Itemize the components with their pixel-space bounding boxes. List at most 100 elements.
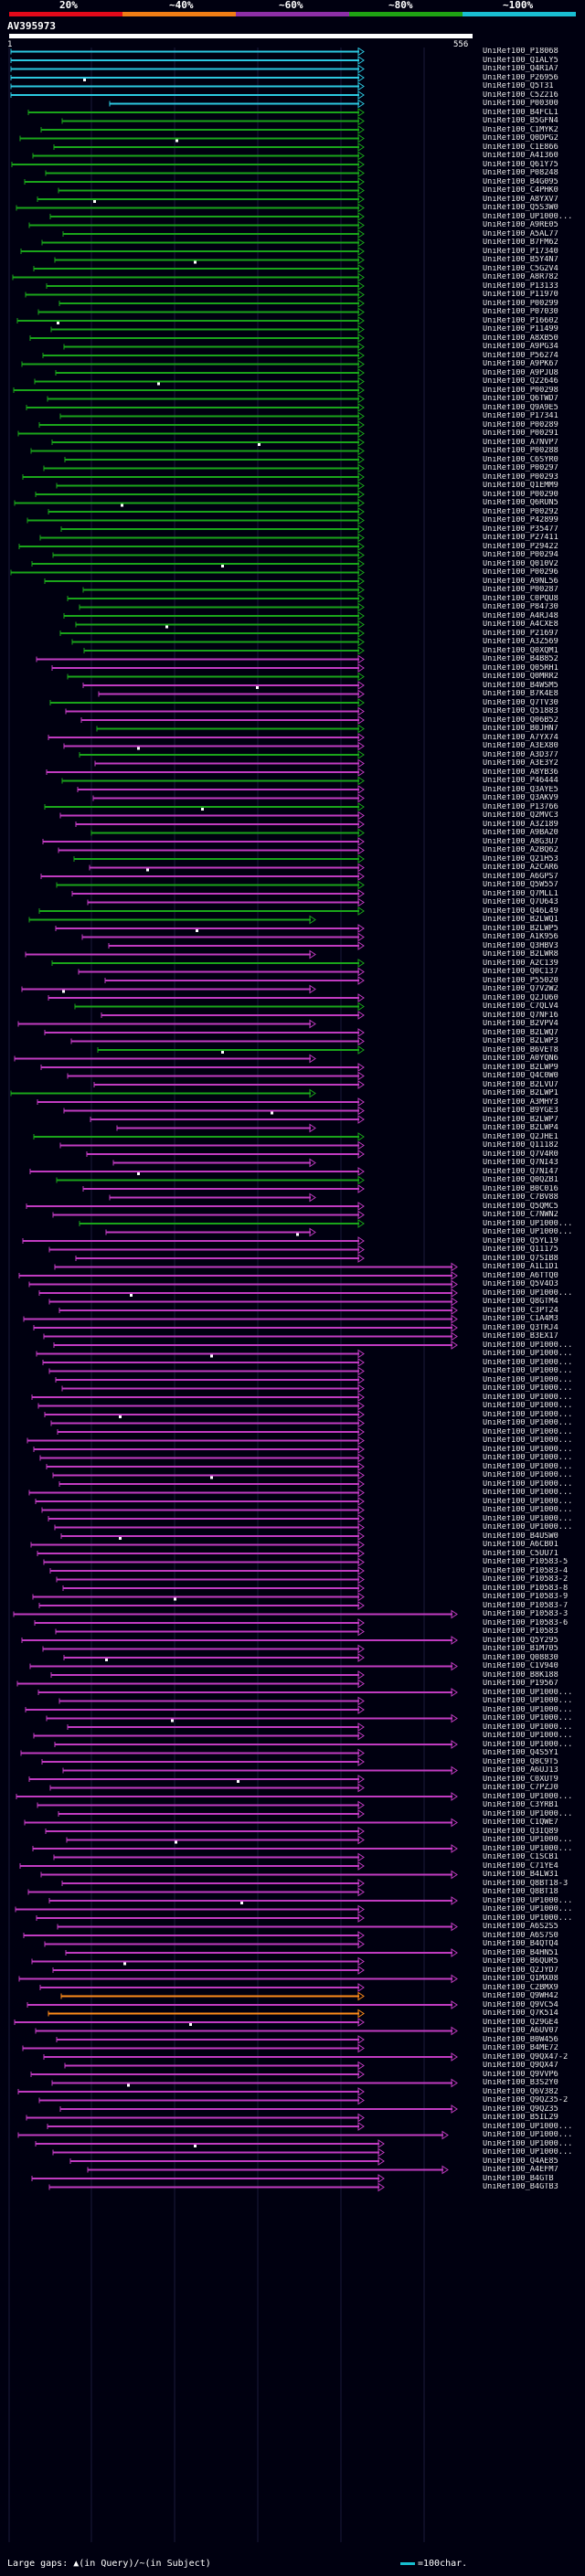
hit-label[interactable]: UniRef100_A4I360 bbox=[483, 152, 558, 160]
hit-label[interactable]: UniRef100_A4CXE8 bbox=[483, 620, 558, 629]
hit-label[interactable]: UniRef100_P11970 bbox=[483, 291, 558, 299]
hit-label[interactable]: UniRef100_Q3TRJ4 bbox=[483, 1323, 558, 1332]
hit-label[interactable]: UniRef100_Q1MX08 bbox=[483, 1975, 558, 1983]
hit-label[interactable]: UniRef100_B3EX17 bbox=[483, 1332, 558, 1341]
hit-label[interactable]: UniRef100_C6SYR0 bbox=[483, 455, 558, 464]
hit-label[interactable]: UniRef100_A4EFM7 bbox=[483, 2166, 558, 2174]
hit-label[interactable]: UniRef100_UP1000... bbox=[483, 2139, 573, 2148]
hit-label[interactable]: UniRef100_UP1000... bbox=[483, 1288, 573, 1298]
hit-label[interactable]: UniRef100_Q9WH42 bbox=[483, 1992, 558, 2000]
hit-label[interactable]: UniRef100_P10583-6 bbox=[483, 1618, 569, 1627]
hit-label[interactable]: UniRef100_P16602 bbox=[483, 316, 558, 325]
hit-label[interactable]: UniRef100_A6GPS7 bbox=[483, 872, 558, 881]
hit-label[interactable]: UniRef100_B2VPV4 bbox=[483, 1020, 558, 1028]
hit-label[interactable]: UniRef100_Q6V382 bbox=[483, 2087, 558, 2096]
hit-label[interactable]: UniRef100_P00297 bbox=[483, 464, 558, 472]
hit-label[interactable]: UniRef100_Q9QZ35 bbox=[483, 2104, 558, 2114]
hit-label[interactable]: UniRef100_B8K188 bbox=[483, 1670, 558, 1680]
hit-label[interactable]: UniRef100_Q7K514 bbox=[483, 2009, 558, 2018]
hit-label[interactable]: UniRef100_UP1000... bbox=[483, 1913, 573, 1923]
hit-label[interactable]: UniRef100_A1L1D1 bbox=[483, 1263, 558, 1271]
hit-label[interactable]: UniRef100_P07030 bbox=[483, 308, 558, 316]
hit-label[interactable]: UniRef100_C5Z216 bbox=[483, 90, 558, 100]
hit-label[interactable]: UniRef100_P00291 bbox=[483, 429, 558, 438]
hit-label[interactable]: UniRef100_UP1000... bbox=[483, 1219, 573, 1228]
hit-label[interactable]: UniRef100_UP1000... bbox=[483, 1479, 573, 1489]
hit-label[interactable]: UniRef100_B4FCL1 bbox=[483, 108, 558, 117]
hit-label[interactable]: UniRef100_Q06B52 bbox=[483, 716, 558, 725]
hit-label[interactable]: UniRef100_A3D377 bbox=[483, 750, 558, 759]
hit-label[interactable]: UniRef100_P21697 bbox=[483, 629, 558, 638]
hit-label[interactable]: UniRef100_P10583-7 bbox=[483, 1601, 569, 1610]
hit-label[interactable]: UniRef100_A9PK67 bbox=[483, 360, 558, 368]
hit-label[interactable]: UniRef100_P00298 bbox=[483, 386, 558, 395]
hit-label[interactable]: UniRef100_Q8C9T5 bbox=[483, 1757, 558, 1766]
hit-label[interactable]: UniRef100_A9NL56 bbox=[483, 577, 558, 586]
hit-label[interactable]: UniRef100_B7FM62 bbox=[483, 239, 558, 247]
hit-label[interactable]: UniRef100_Q2MVC3 bbox=[483, 811, 558, 820]
hit-label[interactable]: UniRef100_B6VET8 bbox=[483, 1045, 558, 1055]
hit-label[interactable]: UniRef100_C7BV88 bbox=[483, 1193, 558, 1202]
hit-label[interactable]: UniRef100_B7K4E8 bbox=[483, 690, 558, 698]
hit-label[interactable]: UniRef100_UP1000... bbox=[483, 1732, 573, 1740]
hit-label[interactable]: UniRef100_P10583 bbox=[483, 1627, 558, 1636]
hit-label[interactable]: UniRef100_Q3AKV9 bbox=[483, 794, 558, 802]
hit-label[interactable]: UniRef100_B2LVU7 bbox=[483, 1080, 558, 1089]
hit-label[interactable]: UniRef100_UP1000... bbox=[483, 1462, 573, 1471]
hit-label[interactable]: UniRef100_UP1000... bbox=[483, 1705, 573, 1714]
hit-label[interactable]: UniRef100_A3Z569 bbox=[483, 638, 558, 646]
hit-label[interactable]: UniRef100_UP1000... bbox=[483, 1419, 573, 1427]
hit-label[interactable]: UniRef100_A5AL77 bbox=[483, 229, 558, 239]
hit-label[interactable]: UniRef100_C4PHK0 bbox=[483, 186, 558, 195]
hit-label[interactable]: UniRef100_P00300 bbox=[483, 100, 558, 108]
hit-label[interactable]: UniRef100_P10583-8 bbox=[483, 1584, 569, 1593]
hit-label[interactable]: UniRef100_Q61Y75 bbox=[483, 160, 558, 169]
hit-label[interactable]: UniRef100_B5IL29 bbox=[483, 2114, 558, 2122]
hit-label[interactable]: UniRef100_UP1000... bbox=[483, 1497, 573, 1506]
hit-label[interactable]: UniRef100_B2LWP3 bbox=[483, 1037, 558, 1045]
hit-label[interactable]: UniRef100_C1MYK2 bbox=[483, 125, 558, 134]
hit-label[interactable]: UniRef100_Q4S5Y1 bbox=[483, 1749, 558, 1757]
hit-label[interactable]: UniRef100_P10583-5 bbox=[483, 1558, 569, 1566]
hit-label[interactable]: UniRef100_UP1000... bbox=[483, 1384, 573, 1393]
hit-label[interactable]: UniRef100_Q7NI47 bbox=[483, 1167, 558, 1176]
hit-label[interactable]: UniRef100_P10583-9 bbox=[483, 1593, 569, 1601]
hit-label[interactable]: UniRef100_UP1000... bbox=[483, 1427, 573, 1436]
hit-label[interactable]: UniRef100_Q5T31 bbox=[483, 82, 554, 90]
hit-label[interactable]: UniRef100_P56274 bbox=[483, 351, 558, 360]
hit-label[interactable]: UniRef100_A9PG34 bbox=[483, 343, 558, 351]
hit-label[interactable]: UniRef100_UP1000... bbox=[483, 1471, 573, 1479]
hit-label[interactable]: UniRef100_Q0XQM1 bbox=[483, 646, 558, 655]
hit-label[interactable]: UniRef100_P00299 bbox=[483, 299, 558, 308]
hit-label[interactable]: UniRef100_Q08830 bbox=[483, 1653, 558, 1662]
hit-label[interactable]: UniRef100_UP1000... bbox=[483, 1844, 573, 1853]
hit-label[interactable]: UniRef100_A6CB01 bbox=[483, 1541, 558, 1549]
hit-label[interactable]: UniRef100_UP1000... bbox=[483, 1506, 573, 1514]
hit-label[interactable]: UniRef100_Q9QX47 bbox=[483, 2062, 558, 2070]
hit-label[interactable]: UniRef100_A2CAR6 bbox=[483, 864, 558, 872]
hit-label[interactable]: UniRef100_Q11175 bbox=[483, 1246, 558, 1254]
hit-label[interactable]: UniRef100_P00293 bbox=[483, 472, 558, 482]
hit-label[interactable]: UniRef100_Q5Y295 bbox=[483, 1636, 558, 1645]
hit-label[interactable]: UniRef100_B2LWQ1 bbox=[483, 916, 558, 924]
hit-label[interactable]: UniRef100_Q0C137 bbox=[483, 968, 558, 976]
hit-label[interactable]: UniRef100_A9RE05 bbox=[483, 221, 558, 229]
hit-label[interactable]: UniRef100_C7QLV4 bbox=[483, 1002, 558, 1011]
hit-label[interactable]: UniRef100_Q5W557 bbox=[483, 881, 558, 889]
hit-label[interactable]: UniRef100_A6TTQ0 bbox=[483, 1271, 558, 1280]
hit-label[interactable]: UniRef100_A8XB50 bbox=[483, 334, 558, 343]
hit-label[interactable]: UniRef100_Q1ALY5 bbox=[483, 56, 558, 65]
hit-label[interactable]: UniRef100_C3YRB1 bbox=[483, 1801, 558, 1809]
hit-label[interactable]: UniRef100_B2LWP5 bbox=[483, 924, 558, 933]
hit-label[interactable]: UniRef100_B2LWP7 bbox=[483, 1115, 558, 1124]
hit-label[interactable]: UniRef100_Q22646 bbox=[483, 377, 558, 386]
hit-label[interactable]: UniRef100_A4RJ48 bbox=[483, 611, 558, 620]
hit-label[interactable]: UniRef100_B4QTQ4 bbox=[483, 1940, 558, 1948]
hit-label[interactable]: UniRef100_P00296 bbox=[483, 568, 558, 577]
hit-label[interactable]: UniRef100_A9BA20 bbox=[483, 829, 558, 837]
hit-label[interactable]: UniRef100_A8YXV7 bbox=[483, 195, 558, 204]
hit-label[interactable]: UniRef100_UP1000... bbox=[483, 1410, 573, 1419]
hit-label[interactable]: UniRef100_Q8GTM4 bbox=[483, 1298, 558, 1306]
hit-label[interactable]: UniRef100_P26956 bbox=[483, 73, 558, 82]
hit-label[interactable]: UniRef100_C0PQU8 bbox=[483, 594, 558, 603]
